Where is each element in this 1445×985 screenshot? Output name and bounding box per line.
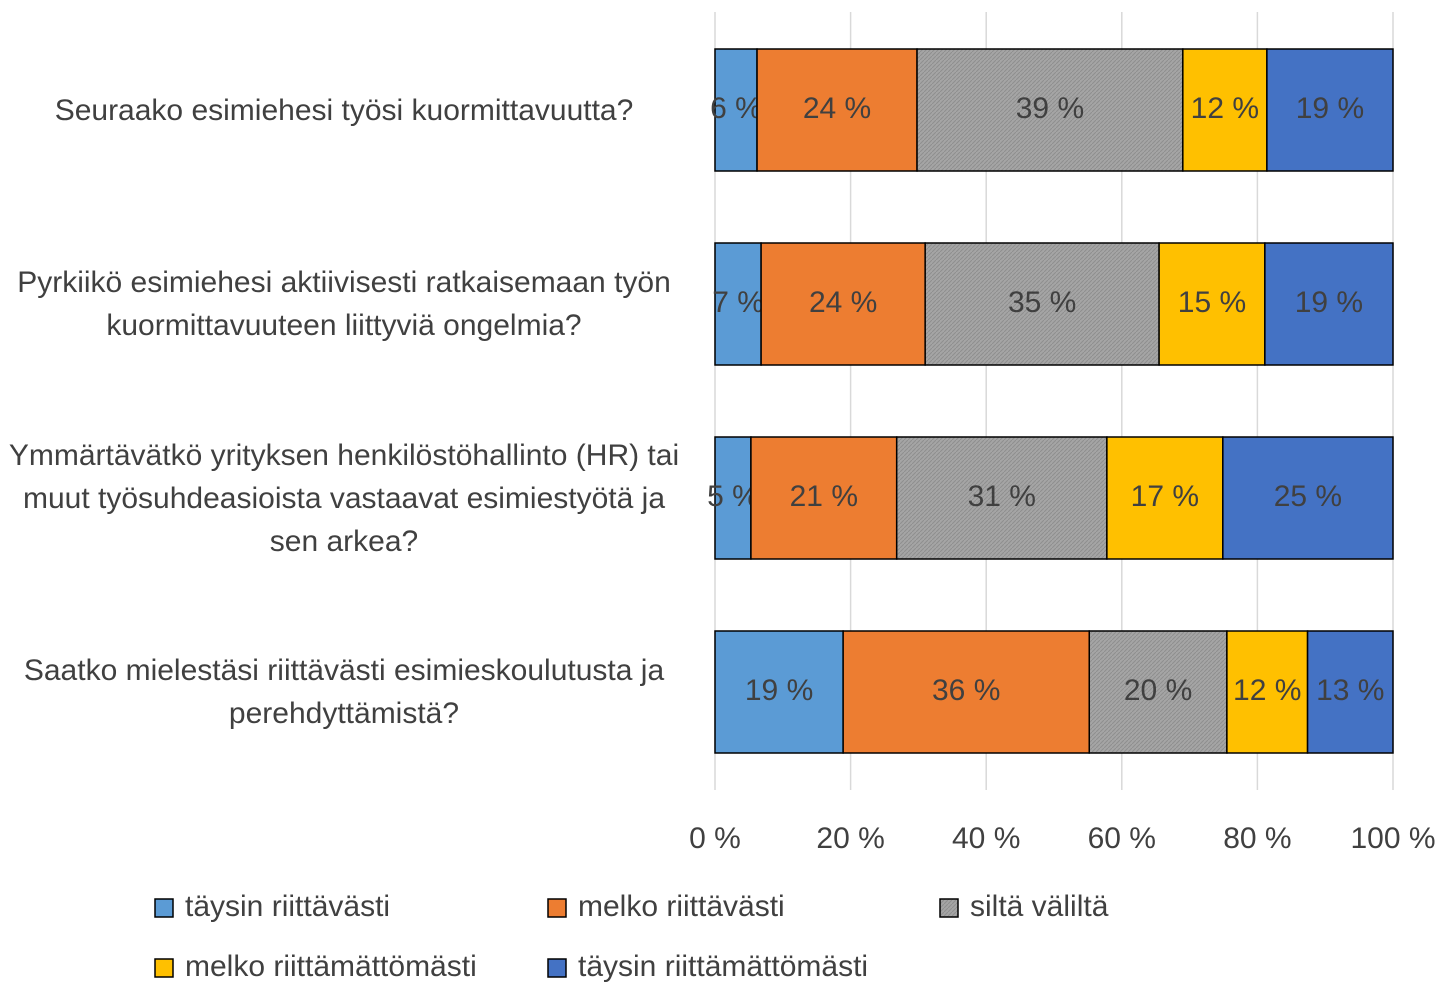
bar-segment [1306, 630, 1394, 754]
data-label: 19 % [745, 674, 813, 707]
data-label: 35 % [1008, 286, 1076, 319]
legend-label: täysin riittämättömästi [578, 950, 868, 983]
bar-segment [714, 436, 752, 560]
category-label: Seuraako esimiehesi työsi kuormittavuutt… [54, 93, 634, 127]
data-label: 21 % [790, 480, 858, 513]
bar-segment [1158, 242, 1266, 366]
data-label: 17 % [1131, 480, 1199, 513]
x-tick-label: 60 % [1088, 822, 1156, 855]
bar-segment [760, 242, 926, 366]
legend-label: melko riittämättömästi [185, 950, 477, 983]
bar-segment [842, 630, 1091, 754]
x-tick-label: 100 % [1350, 822, 1435, 855]
category-label: Saatko mielestäsi riittävästi esimieskou… [23, 654, 665, 730]
x-tick-label: 40 % [952, 822, 1020, 855]
legend-swatch [939, 898, 959, 918]
legend-label: siltä väliltä [970, 890, 1109, 923]
legend-swatch [154, 958, 174, 978]
data-label: 39 % [1016, 92, 1084, 125]
legend-swatch [547, 958, 567, 978]
bar-segment [1226, 630, 1309, 754]
data-label: 12 % [1233, 674, 1301, 707]
category-label: Pyrkiikö esimiehesi aktiivisesti ratkais… [17, 266, 671, 342]
bar-segment [1266, 48, 1394, 172]
bar-segment [756, 48, 918, 172]
category-label: Ymmärtävätkö yrityksen henkilöstöhallint… [8, 438, 680, 558]
bar-segment [1222, 436, 1394, 560]
bar-segment [916, 48, 1184, 172]
bar-segment [714, 630, 844, 754]
legend-swatch [154, 898, 174, 918]
data-label: 13 % [1316, 674, 1384, 707]
data-label: 24 % [809, 286, 877, 319]
x-tick-label: 20 % [816, 822, 884, 855]
data-label: 31 % [968, 480, 1036, 513]
legend-swatch [547, 898, 567, 918]
legend-label: melko riittävästi [578, 890, 785, 923]
bar-segment [895, 436, 1108, 560]
data-label: 25 % [1274, 480, 1342, 513]
x-tick-label: 0 % [689, 822, 741, 855]
bar-segment [1106, 436, 1224, 560]
bar-segment [714, 48, 758, 172]
bar-segment [1264, 242, 1394, 366]
bar-segment [1088, 630, 1228, 754]
data-label: 15 % [1178, 286, 1246, 319]
data-label: 12 % [1191, 92, 1259, 125]
data-label: 20 % [1124, 674, 1192, 707]
bar-segment [750, 436, 898, 560]
data-label: 19 % [1295, 286, 1363, 319]
data-label: 7 % [712, 286, 764, 319]
x-tick-label: 80 % [1223, 822, 1291, 855]
data-label: 19 % [1296, 92, 1364, 125]
bar-segment [924, 242, 1160, 366]
data-label: 36 % [932, 674, 1000, 707]
legend-label: täysin riittävästi [185, 890, 390, 923]
data-label: 6 % [710, 92, 762, 125]
data-label: 24 % [803, 92, 871, 125]
